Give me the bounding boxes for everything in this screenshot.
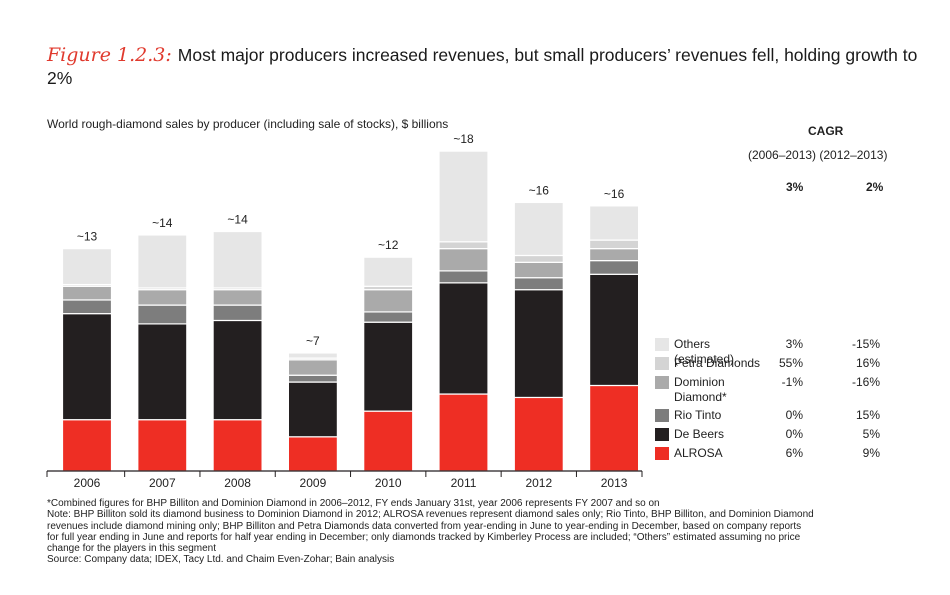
cagr-total-2012-2013: 2% — [866, 180, 884, 194]
footnote-line: *Combined figures for BHP Billiton and D… — [47, 498, 660, 509]
bar-segment-dominion-2006 — [61, 285, 113, 301]
figure-title-text: Most major producers increased revenues,… — [47, 45, 918, 88]
bar-segment-debeers-2006 — [61, 313, 113, 421]
legend-cagr-2006-2013: -1% — [781, 375, 803, 389]
bar-segment-alrosa-2012 — [513, 396, 564, 472]
x-tick-label-2013: 2013 — [601, 476, 628, 490]
footnote-line: change for the players in this segment — [47, 543, 216, 555]
x-tick-label-2009: 2009 — [300, 476, 327, 490]
legend-swatch-rio — [655, 409, 669, 422]
bar-segment-petra-2012 — [513, 254, 564, 263]
legend-cagr-2012-2013: -16% — [851, 375, 880, 389]
bar-segment-others-2013 — [588, 205, 640, 241]
bar-segment-others-2006 — [61, 248, 113, 286]
legend-swatch-petra — [655, 357, 669, 370]
bar-segment-dominion-2008 — [212, 289, 263, 306]
cagr-heading: CAGR — [808, 124, 844, 138]
footnote-line: Note: BHP Billiton sold its diamond busi… — [47, 509, 814, 521]
legend-cagr-2012-2013: 16% — [855, 356, 880, 370]
legend-name: ALROSA — [674, 446, 723, 460]
cagr-periods: (2006–2013) (2012–2013) — [748, 148, 888, 162]
legend-cagr-2006-2013: 55% — [778, 356, 803, 370]
bar-segment-others-2009 — [287, 352, 338, 359]
bar-segment-alrosa-2009 — [287, 436, 338, 472]
bar-segment-rio-2013 — [588, 260, 640, 275]
legend-cagr-2006-2013: 3% — [785, 337, 803, 351]
bar-segment-others-2011 — [438, 150, 489, 243]
total-label-2010: ~12 — [378, 238, 399, 252]
bar-segment-dominion-2007 — [137, 289, 188, 306]
legend-swatch-alrosa — [655, 447, 669, 460]
legend-cagr-2012-2013: 5% — [862, 427, 880, 441]
legend-swatch-debeers — [655, 428, 669, 441]
total-label-2007: ~14 — [152, 216, 173, 230]
bar-segment-petra-2013 — [588, 239, 640, 250]
total-label-2013: ~16 — [604, 187, 625, 201]
bar-segment-petra-2011 — [438, 241, 489, 250]
bar-segment-rio-2006 — [61, 299, 113, 315]
x-tick-label-2006: 2006 — [74, 476, 101, 490]
legend-cagr-2006-2013: 0% — [785, 427, 803, 441]
bar-segment-rio-2011 — [438, 270, 489, 284]
x-tick-label-2012: 2012 — [525, 476, 552, 490]
legend-cagr-2006-2013: 6% — [785, 446, 803, 460]
bar-segment-alrosa-2008 — [212, 419, 263, 472]
bar-segment-alrosa-2006 — [61, 419, 113, 472]
legend-name: Others (estimated) — [674, 337, 735, 366]
footnote-line: revenues include diamond mining only; BH… — [47, 520, 802, 532]
bar-segment-others-2012 — [513, 201, 564, 257]
x-tick-label-2011: 2011 — [451, 476, 477, 490]
bar-segment-rio-2009 — [287, 374, 338, 383]
total-label-2009: ~7 — [306, 334, 320, 348]
bar-segment-alrosa-2011 — [438, 393, 489, 472]
bar-segment-rio-2007 — [137, 304, 188, 325]
x-tick-label-2008: 2008 — [224, 476, 251, 490]
legend-cagr-2006-2013: 0% — [785, 408, 803, 422]
bar-segment-dominion-2011 — [438, 248, 489, 272]
legend-name: Petra Diamonds — [674, 356, 761, 370]
figure-title: Figure 1.2.3: Most major producers increa… — [47, 44, 927, 90]
bar-segment-dominion-2012 — [513, 261, 564, 279]
bar-segment-alrosa-2007 — [137, 419, 188, 472]
bar-segment-debeers-2010 — [363, 321, 414, 412]
bar-segment-debeers-2007 — [137, 323, 188, 421]
bar-segment-others-2007 — [137, 234, 188, 289]
bar-segment-rio-2008 — [212, 304, 263, 322]
legend-swatch-dominion — [655, 376, 669, 389]
legend-name: Dominion Diamond* — [674, 375, 727, 404]
footnote-line: Source: Company data; IDEX, Tacy Ltd. an… — [47, 554, 395, 566]
bar-segment-rio-2010 — [363, 311, 414, 323]
legend-cagr-2012-2013: -15% — [851, 337, 880, 351]
bar-segment-dominion-2009 — [287, 359, 338, 376]
chart-subtitle: World rough-diamond sales by producer (i… — [47, 117, 449, 131]
bar-segment-dominion-2010 — [363, 289, 414, 313]
bar-segment-dominion-2013 — [588, 248, 640, 262]
footnotes: *Combined figures for BHP Billiton and D… — [47, 498, 927, 566]
legend-name: Rio Tinto — [674, 408, 722, 422]
total-label-2011: ~18 — [453, 132, 474, 146]
bar-segment-others-2008 — [212, 230, 263, 289]
total-label-2012: ~16 — [529, 183, 550, 197]
bar-segment-rio-2012 — [513, 277, 564, 291]
bar-segment-debeers-2008 — [212, 319, 263, 421]
legend-swatch-others — [655, 338, 669, 351]
bar-segment-debeers-2011 — [438, 282, 489, 395]
legend-cagr-2012-2013: 9% — [862, 446, 880, 460]
bar-segment-alrosa-2013 — [588, 384, 640, 472]
x-tick-label-2010: 2010 — [375, 476, 402, 490]
figure-label: Figure 1.2.3: — [47, 44, 172, 66]
total-label-2006: ~13 — [77, 230, 98, 244]
bar-segment-alrosa-2010 — [363, 410, 414, 472]
legend-name: De Beers — [674, 427, 725, 441]
x-tick-label-2007: 2007 — [149, 476, 176, 490]
bar-segment-debeers-2012 — [513, 289, 564, 399]
bar-segment-others-2010 — [363, 256, 414, 287]
bar-segment-debeers-2009 — [287, 381, 338, 438]
bar-segment-debeers-2013 — [588, 273, 640, 387]
legend-cagr-2012-2013: 15% — [855, 408, 880, 422]
total-label-2008: ~14 — [227, 213, 248, 227]
footnote-line: for full year ending in June and reports… — [47, 531, 801, 543]
cagr-total-2006-2013: 3% — [786, 180, 804, 194]
